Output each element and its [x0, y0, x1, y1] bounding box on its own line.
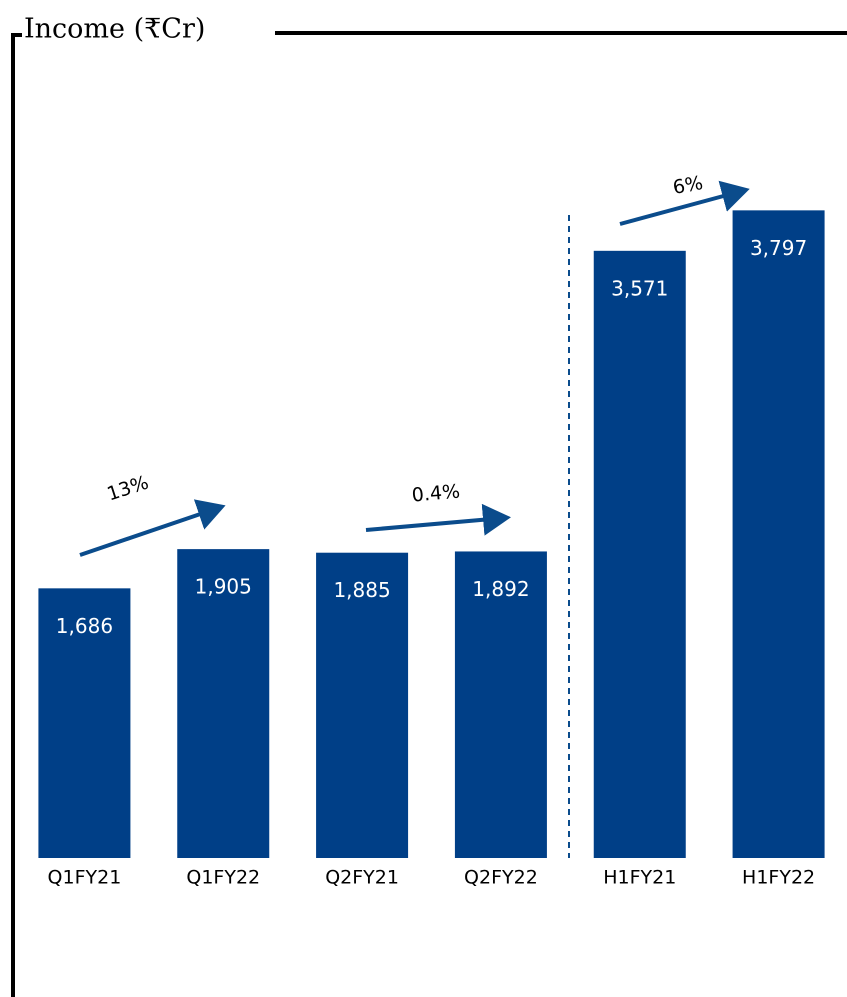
chart-title: Income (₹Cr)	[24, 14, 205, 45]
x-tick-label: Q1FY21	[48, 867, 122, 889]
value-label: 1,905	[195, 575, 252, 599]
x-tick-label: Q2FY22	[464, 867, 538, 889]
growth-label: 6%	[671, 172, 705, 199]
growth-arrow	[79, 499, 226, 557]
growth-label: 13%	[104, 472, 151, 506]
bar	[593, 250, 686, 859]
frame	[11, 33, 22, 997]
x-tick-label: H1FY21	[603, 867, 676, 889]
bar	[177, 549, 270, 858]
x-tick-label: H1FY22	[742, 867, 815, 889]
value-label: 1,892	[472, 577, 529, 601]
growth-arrow	[619, 180, 750, 226]
bar	[454, 551, 547, 858]
x-tick-label: Q1FY22	[186, 867, 260, 889]
bar	[38, 588, 131, 858]
value-label: 3,571	[611, 276, 668, 300]
value-label: 1,686	[56, 614, 113, 638]
growth-label: 0.4%	[411, 480, 461, 506]
growth-arrow	[365, 503, 511, 536]
value-label: 1,885	[333, 578, 390, 602]
x-tick-label: Q2FY21	[325, 867, 399, 889]
bar	[316, 552, 409, 858]
value-label: 3,797	[750, 236, 807, 260]
bar	[732, 210, 825, 858]
